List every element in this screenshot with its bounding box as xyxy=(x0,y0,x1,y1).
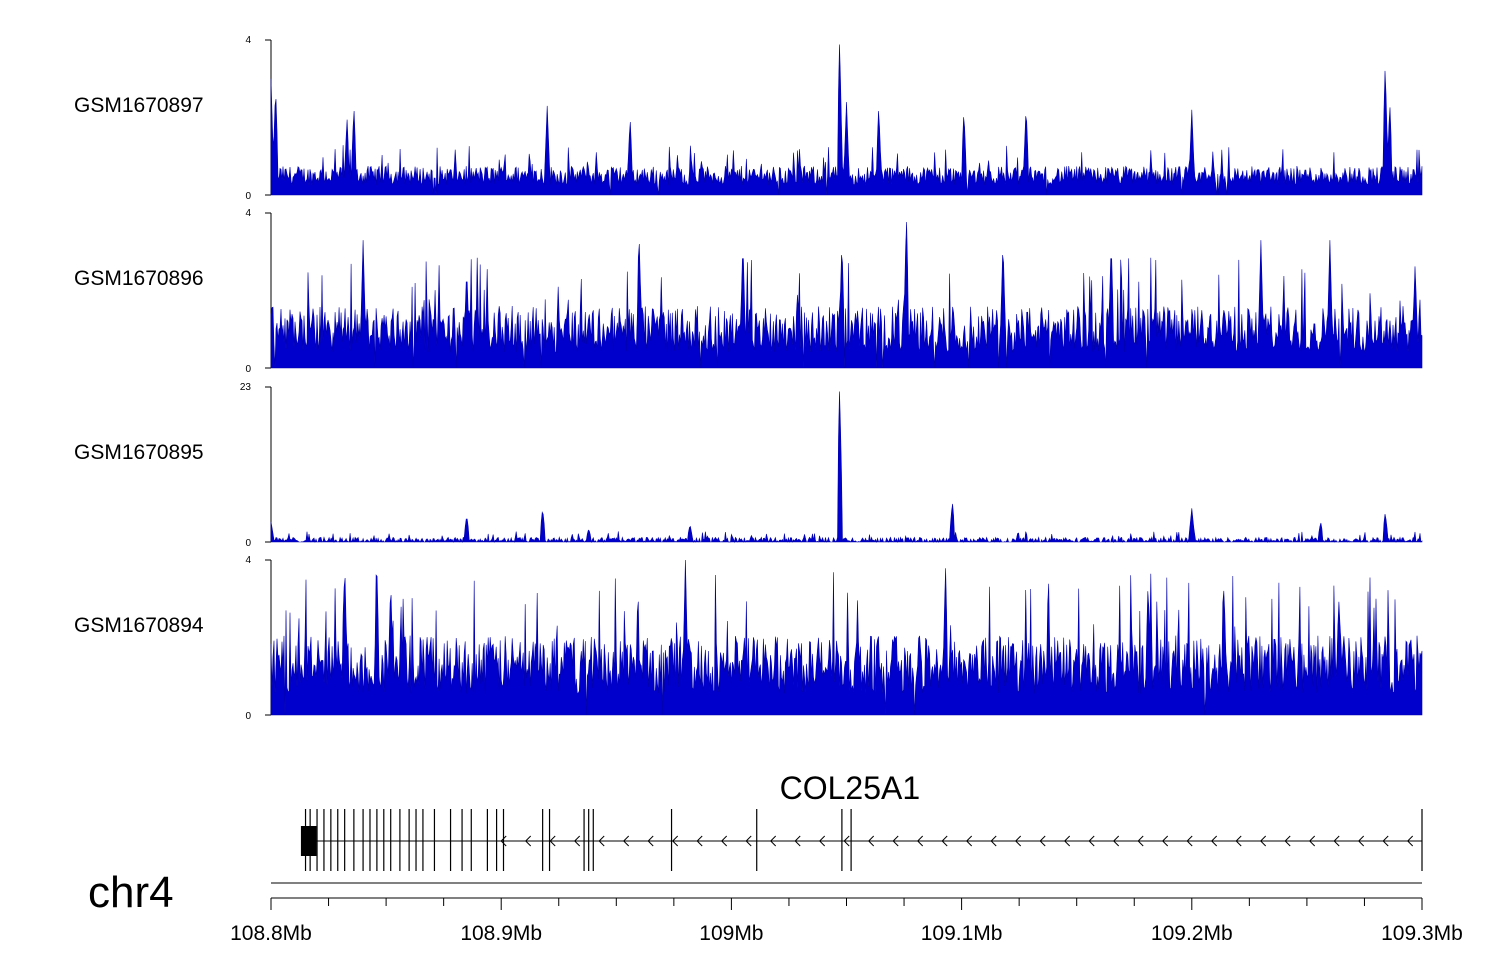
strand-arrow xyxy=(524,835,532,847)
y-tick-label-min: 0 xyxy=(245,364,251,375)
gene-model xyxy=(300,809,1423,871)
strand-arrow xyxy=(941,835,948,847)
strand-arrow xyxy=(1210,835,1218,847)
strand-arrow xyxy=(1063,835,1071,847)
signal-GSM1670895 xyxy=(270,391,1423,544)
strand-arrow xyxy=(769,835,777,847)
strand-arrow xyxy=(720,835,728,847)
x-tick-label: 109.1Mb xyxy=(921,922,1003,945)
strand-arrow xyxy=(1308,835,1316,847)
strand-arrow xyxy=(1137,835,1144,847)
strand-arrow xyxy=(745,835,752,847)
strand-arrow xyxy=(818,835,826,847)
y-tick-label-max: 23 xyxy=(240,382,252,393)
signal-GSM1670897 xyxy=(270,44,1423,196)
strand-arrow xyxy=(965,835,973,847)
x-tick-label: 109Mb xyxy=(699,922,763,945)
track-GSM1670897: 40 xyxy=(245,35,1423,202)
signal-GSM1670896 xyxy=(270,221,1423,369)
track-label: GSM1670896 xyxy=(74,266,204,290)
strand-arrow xyxy=(549,835,556,847)
y-tick-label-min: 0 xyxy=(245,191,251,202)
strand-arrow xyxy=(843,835,850,847)
y-tick-label-max: 4 xyxy=(245,208,251,219)
strand-arrow xyxy=(647,835,654,847)
strand-arrow xyxy=(1161,835,1169,847)
strand-arrow xyxy=(1112,835,1120,847)
strand-arrow xyxy=(794,835,801,847)
chromosome-label: chr4 xyxy=(88,868,174,917)
strand-arrow xyxy=(622,835,630,847)
strand-arrow xyxy=(598,835,605,847)
y-tick-label-max: 4 xyxy=(245,35,251,46)
x-axis: 108.8Mb 108.9Mb 109Mb 109.1Mb 109.2Mb 109.3Mb xyxy=(230,882,1463,945)
strand-arrow xyxy=(573,835,581,847)
track-label: GSM1670894 xyxy=(74,613,204,637)
strand-arrow xyxy=(1357,835,1365,847)
strand-arrow xyxy=(1235,835,1242,847)
track-label: GSM1670895 xyxy=(74,440,204,464)
y-tick-label-min: 0 xyxy=(245,711,251,722)
y-tick-label-max: 4 xyxy=(245,555,251,566)
x-tick-label: 108.8Mb xyxy=(230,922,312,945)
x-tick-label: 109.2Mb xyxy=(1151,922,1233,945)
gene-utr-block xyxy=(300,826,317,856)
track-GSM1670896: 40 xyxy=(245,208,1423,375)
strand-arrow xyxy=(1406,835,1414,847)
strand-arrow xyxy=(892,835,899,847)
strand-arrow xyxy=(1014,835,1022,847)
gene-name-label: COL25A1 xyxy=(779,770,921,806)
track-GSM1670895: 23 0 xyxy=(240,382,1423,549)
strand-arrow xyxy=(1186,835,1193,847)
y-tick-label-min: 0 xyxy=(245,538,251,549)
strand-arrow xyxy=(1259,835,1267,847)
strand-arrow xyxy=(1333,835,1340,847)
strand-arrow xyxy=(916,835,924,847)
track-label: GSM1670897 xyxy=(74,93,204,117)
strand-arrow xyxy=(1382,835,1389,847)
x-tick-label: 108.9Mb xyxy=(460,922,542,945)
track-GSM1670894: 40 xyxy=(245,555,1423,722)
strand-arrow xyxy=(500,835,507,847)
strand-arrow xyxy=(867,835,875,847)
strand-arrow xyxy=(1284,835,1291,847)
strand-arrow xyxy=(671,835,679,847)
strand-arrow xyxy=(990,835,997,847)
signal-GSM1670894 xyxy=(270,559,1423,716)
strand-arrow xyxy=(1039,835,1046,847)
x-tick-label: 109.3Mb xyxy=(1381,922,1463,945)
strand-arrow xyxy=(1088,835,1095,847)
strand-arrow xyxy=(696,835,703,847)
